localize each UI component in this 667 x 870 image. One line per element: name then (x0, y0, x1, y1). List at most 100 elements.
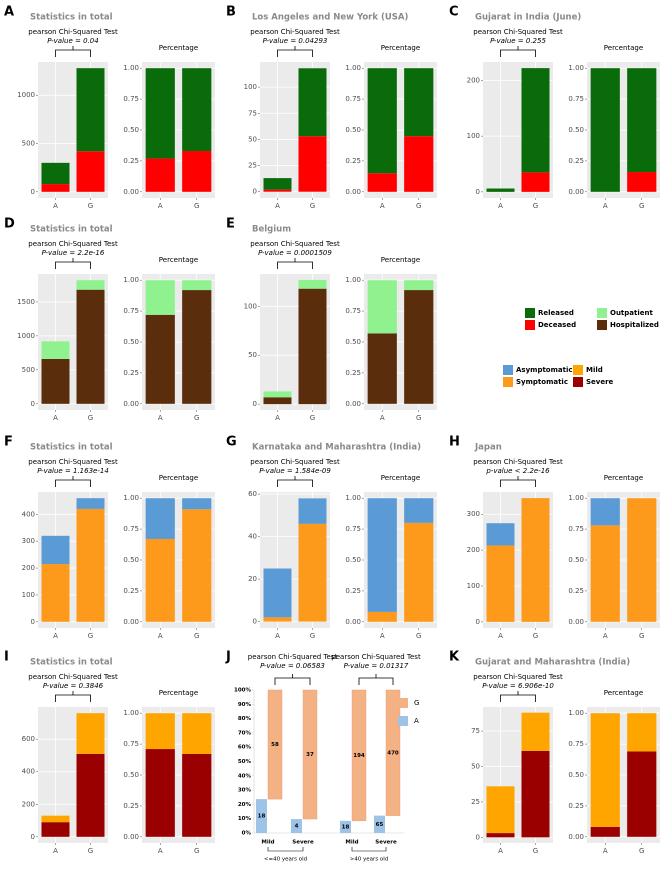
panel-letter: D (4, 217, 15, 232)
y-tick-label: 0 (31, 833, 35, 841)
x-tick-label: G (639, 632, 644, 640)
bar-segment (486, 833, 515, 838)
bar-segment (76, 280, 105, 290)
bar-segment (367, 68, 397, 174)
y-tick-label: 0 (253, 188, 257, 196)
x-tick-label: A (53, 414, 58, 422)
bar-segment (145, 314, 175, 404)
p-value: P-value = 0.01317 (344, 662, 409, 670)
legend-label: Symptomatic (516, 378, 568, 386)
y-tick-label: 40% (238, 773, 252, 779)
y-tick-label: 0.25 (568, 157, 584, 165)
panel-title: Japan (474, 443, 502, 453)
x-tick-label: G (533, 632, 538, 640)
bar-segment (76, 68, 105, 152)
bar-segment (41, 358, 70, 404)
y-tick-label: 0.00 (123, 618, 139, 626)
x-tick-label: G (416, 202, 421, 210)
bar-segment (263, 391, 292, 398)
y-tick-label: 0.25 (345, 157, 361, 165)
test-name: pearson Chi-Squared Test (250, 458, 340, 466)
y-tick-label: 1.00 (345, 276, 361, 284)
x-tick-label: G (88, 202, 93, 210)
bar (302, 689, 318, 820)
significance-bracket (358, 674, 394, 685)
y-tick-label: 400 (22, 768, 35, 776)
x-tick-label: G (639, 847, 644, 855)
y-tick-label: 40 (248, 533, 257, 541)
bar-segment (41, 184, 70, 192)
bar-segment (521, 750, 550, 838)
y-tick-label: 0.00 (123, 400, 139, 408)
bar-segment (404, 68, 434, 137)
y-tick-label: 0.00 (123, 833, 139, 841)
y-tick-label: 100 (467, 132, 480, 140)
bar-segment (627, 713, 657, 752)
x-tick-label: Mild (261, 840, 274, 846)
x-tick-label: A (53, 847, 58, 855)
test-name: pearson Chi-Squared Test (28, 28, 118, 36)
y-tick-label: 0.75 (123, 95, 139, 103)
y-tick-label: 0.00 (568, 618, 584, 626)
y-tick-label: 100 (22, 591, 35, 599)
y-tick-label: 600 (22, 735, 35, 743)
p-value: P-value = 0.3846 (43, 682, 104, 690)
bar-segment (298, 523, 327, 622)
legend-swatch (503, 365, 513, 375)
y-tick-label: 50% (238, 759, 252, 765)
bar-segment (486, 545, 515, 622)
test-name: pearson Chi-Squared Test (473, 458, 563, 466)
bar-segment (298, 288, 327, 405)
panel-letter: E (226, 217, 235, 232)
x-tick-label: G (533, 202, 538, 210)
y-tick-label: 60% (238, 745, 252, 751)
chart-title: Percentage (159, 474, 198, 482)
bar (340, 820, 351, 833)
legend-label: G (414, 699, 419, 707)
bar (267, 689, 283, 800)
y-tick-label: 200 (467, 76, 480, 84)
y-tick-label: 25 (248, 162, 257, 170)
legend-swatch (597, 320, 607, 330)
y-tick-label: 0.00 (123, 188, 139, 196)
y-tick-label: 20 (248, 575, 257, 583)
x-tick-label: G (194, 414, 199, 422)
chart-title: Percentage (604, 44, 643, 52)
group-bracket (351, 847, 387, 852)
bar-segment (41, 815, 70, 823)
y-tick-label: 75 (471, 727, 480, 735)
data-label: 37 (306, 752, 314, 758)
significance-bracket (500, 476, 536, 487)
legend-swatch (398, 698, 408, 708)
bar-segment (486, 523, 515, 546)
bar-segment (404, 498, 434, 523)
x-tick-label: A (498, 632, 503, 640)
y-tick-label: 0.75 (123, 525, 139, 533)
bar-segment (182, 151, 212, 192)
bar-segment (521, 712, 550, 751)
panel-letter: F (4, 435, 13, 450)
bar-segment (145, 498, 175, 539)
significance-bracket (55, 46, 91, 57)
x-tick-label: G (310, 414, 315, 422)
bar-segment (145, 68, 175, 159)
y-tick-label: 0.50 (345, 556, 361, 564)
y-tick-label: 0.50 (345, 126, 361, 134)
x-tick-label: A (380, 202, 385, 210)
x-tick-label: A (158, 414, 163, 422)
y-tick-label: 0 (31, 400, 35, 408)
y-tick-label: 0.75 (123, 307, 139, 315)
bar-segment (367, 280, 397, 334)
bar-segment (41, 822, 70, 837)
x-tick-label: A (603, 202, 608, 210)
bar-segment (627, 498, 657, 622)
bar-segment (182, 498, 212, 510)
y-tick-label: 25 (471, 798, 480, 806)
data-label: 58 (271, 742, 279, 748)
bar-segment (521, 172, 550, 192)
bar-segment (521, 68, 550, 173)
bar-segment (367, 173, 397, 192)
x-tick-label: A (603, 632, 608, 640)
p-value: P-value = 1.584e-09 (259, 467, 331, 475)
legend-label: Outpatient (610, 309, 653, 317)
